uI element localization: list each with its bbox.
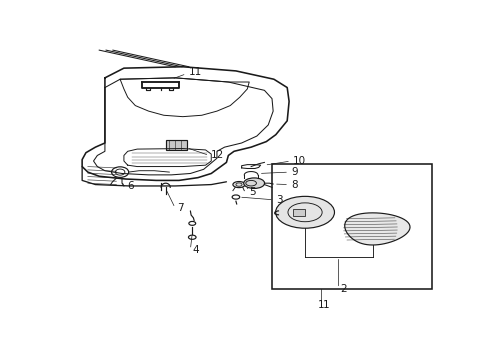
Text: 1: 1 [323, 300, 330, 310]
Bar [272, 164, 432, 288]
Text: 12: 12 [211, 150, 224, 161]
Ellipse shape [275, 196, 335, 228]
Text: 10: 10 [293, 156, 306, 166]
Polygon shape [285, 199, 329, 226]
Text: 6: 6 [128, 181, 134, 191]
Text: 4: 4 [192, 245, 199, 255]
Text: 5: 5 [249, 186, 256, 197]
Ellipse shape [233, 181, 245, 188]
Text: 3: 3 [276, 195, 282, 205]
Bar [166, 140, 187, 150]
Bar [293, 209, 305, 216]
Text: 1: 1 [318, 300, 325, 310]
Text: 7: 7 [177, 203, 184, 213]
Text: 8: 8 [291, 180, 297, 190]
Text: 11: 11 [189, 67, 202, 77]
Ellipse shape [244, 178, 265, 188]
Text: 2: 2 [341, 284, 347, 293]
Polygon shape [344, 213, 410, 245]
Text: 9: 9 [291, 167, 297, 177]
